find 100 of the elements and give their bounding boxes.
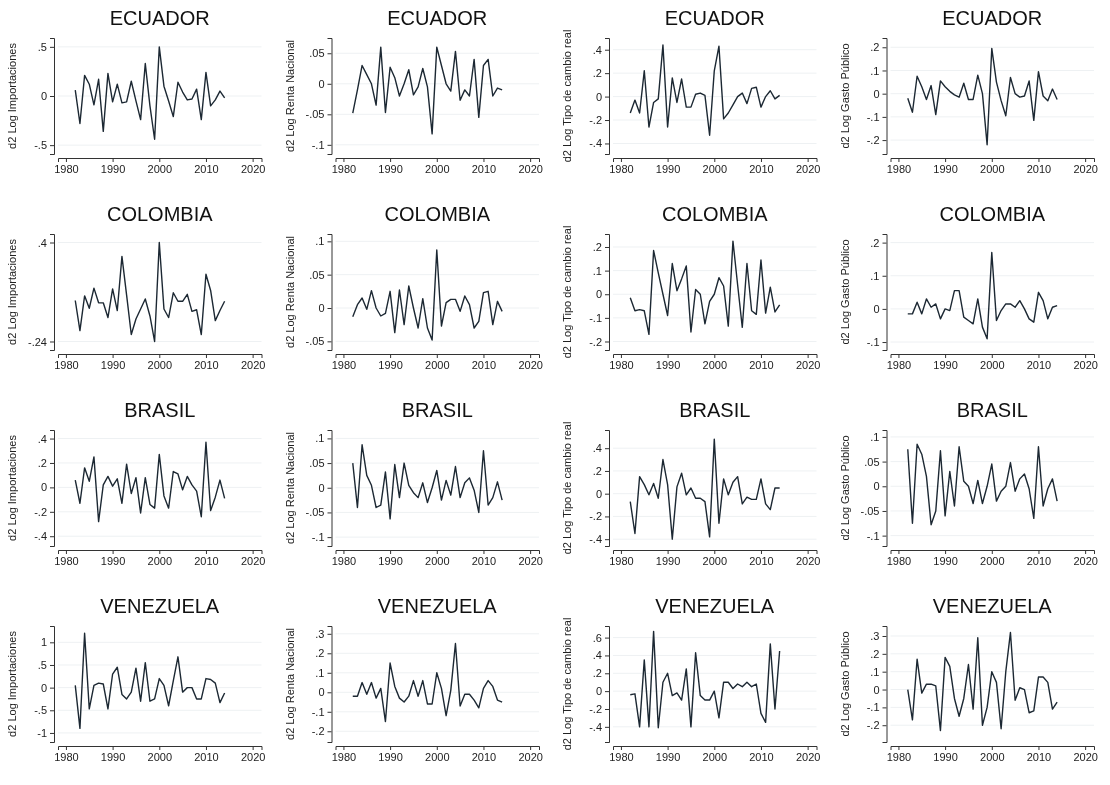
line-series (352, 444, 503, 520)
y-tick-label: 0 (595, 487, 602, 500)
y-tick-label: -.05 (305, 335, 325, 348)
y-axis-title: d2 Log Tipo de cambio real (561, 617, 573, 751)
y-tick-label: -.1 (311, 138, 325, 151)
x-tick-label: 1980 (331, 554, 357, 567)
x-tick-label: 2000 (147, 750, 173, 763)
y-axis-title: d2 Log Gasto Público (838, 435, 851, 541)
y-axis-title: d2 Log Renta Nacional (283, 40, 296, 152)
x-tick-label: 1980 (609, 554, 634, 567)
y-tick-label: .05 (309, 47, 325, 60)
y-axis-title: d2 Log Gasto Público (838, 43, 851, 149)
x-tick-label: 2000 (702, 554, 728, 567)
y-tick-label: -.1 (866, 336, 880, 349)
chart-title: BRASIL (124, 399, 196, 421)
x-tick-label: 1980 (886, 554, 912, 567)
y-tick-label: .2 (592, 667, 602, 680)
x-tick-label: 1980 (54, 554, 79, 567)
chart-title: COLOMBIA (939, 203, 1046, 225)
x-tick-label: 2000 (702, 162, 728, 175)
line-series (629, 240, 781, 336)
chart-title: COLOMBIA (384, 203, 491, 225)
chart-title: BRASIL (956, 399, 1028, 421)
x-tick-label: 2010 (194, 554, 219, 567)
x-tick-label: 2020 (795, 554, 821, 567)
y-tick-label: .1 (592, 264, 602, 277)
x-tick-label: 2010 (1026, 358, 1052, 371)
y-tick-label: 0 (873, 87, 880, 100)
y-tick-label: -.2 (589, 510, 602, 523)
y-tick-label: .4 (592, 43, 602, 56)
y-tick-label: .1 (870, 64, 880, 77)
y-axis-title: d2 Log Importaciones (6, 42, 18, 149)
x-tick-label: 2010 (1026, 554, 1052, 567)
line-series (74, 46, 226, 140)
y-tick-label: 0 (40, 481, 47, 494)
x-tick-label: 2020 (518, 162, 543, 175)
x-tick-label: 1990 (933, 750, 958, 763)
x-tick-label: 1990 (933, 358, 958, 371)
y-tick-label: -.2 (311, 725, 325, 738)
x-tick-label: 1990 (655, 358, 681, 371)
y-tick-label: 0 (40, 90, 47, 103)
y-tick-label: -.2 (866, 719, 880, 732)
x-tick-label: 1980 (331, 358, 357, 371)
chart-title: VENEZUELA (100, 595, 220, 617)
x-tick-label: 2010 (1026, 750, 1052, 763)
x-tick-label: 2000 (147, 162, 173, 175)
y-tick-label: -.24 (28, 335, 47, 348)
line-series (629, 44, 781, 136)
y-tick-label: -.05 (305, 108, 325, 121)
y-tick-label: .2 (315, 647, 325, 660)
x-tick-label: 2010 (749, 162, 774, 175)
x-tick-label: 2000 (702, 750, 728, 763)
y-axis-title: d2 Log Importaciones (6, 434, 18, 541)
line-series (907, 443, 1058, 526)
x-tick-label: 1990 (378, 750, 403, 763)
x-tick-label: 1990 (100, 162, 126, 175)
y-axis-title: d2 Log Tipo de cambio real (561, 225, 573, 359)
y-tick-label: .3 (870, 630, 880, 643)
x-tick-label: 2010 (1026, 162, 1052, 175)
x-tick-label: 2000 (980, 162, 1005, 175)
chart-title: ECUADOR (387, 7, 488, 29)
y-axis-title: d2 Log Importaciones (6, 630, 18, 737)
chart-title: VENEZUELA (655, 595, 775, 617)
y-tick-label: 0 (318, 77, 325, 90)
y-tick-label: 0 (595, 288, 602, 301)
y-tick-label: 0 (873, 302, 880, 315)
x-tick-label: 2000 (425, 162, 450, 175)
y-tick-label: -.5 (34, 139, 47, 152)
y-tick-label: .5 (37, 40, 47, 53)
y-tick-label: -.1 (311, 531, 325, 544)
x-tick-label: 2010 (471, 162, 497, 175)
x-tick-label: 1980 (886, 162, 912, 175)
x-tick-label: 2000 (702, 358, 728, 371)
x-tick-label: 1990 (933, 554, 958, 567)
chart-title: VENEZUELA (377, 595, 498, 617)
x-tick-label: 1980 (609, 750, 634, 763)
x-tick-label: 2020 (795, 358, 821, 371)
y-tick-label: 0 (318, 686, 325, 699)
y-tick-label: 0 (595, 90, 602, 103)
line-series (74, 241, 226, 343)
line-series (352, 642, 503, 723)
x-tick-label: 2020 (240, 554, 266, 567)
y-tick-label: -.05 (305, 506, 325, 519)
y-tick-label: .2 (870, 236, 880, 249)
y-tick-label: .6 (592, 631, 602, 644)
y-tick-label: -1 (37, 726, 47, 739)
x-tick-label: 1980 (609, 162, 634, 175)
y-tick-label: -.4 (589, 720, 602, 733)
x-tick-label: 2010 (471, 554, 497, 567)
x-tick-label: 2020 (240, 750, 266, 763)
x-tick-label: 2020 (240, 358, 266, 371)
line-series (907, 47, 1058, 146)
y-tick-label: .1 (315, 235, 325, 248)
y-tick-label: 0 (873, 480, 880, 493)
y-tick-label: -.1 (866, 110, 880, 123)
x-tick-label: 1990 (100, 554, 126, 567)
y-tick-label: .1 (870, 430, 880, 443)
x-tick-label: 2000 (980, 750, 1005, 763)
x-tick-label: 2000 (980, 358, 1005, 371)
y-tick-label: .2 (37, 456, 47, 469)
